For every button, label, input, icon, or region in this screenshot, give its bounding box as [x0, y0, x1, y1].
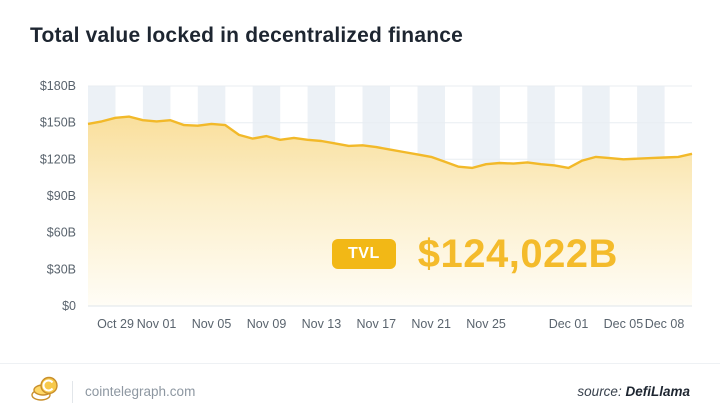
x-tick-label: Dec 05	[604, 317, 644, 331]
footer-divider	[72, 380, 73, 403]
x-tick-label: Nov 17	[356, 317, 396, 331]
source-label: source:	[577, 384, 622, 399]
x-tick-label: Nov 13	[302, 317, 342, 331]
y-tick-label: $90B	[47, 189, 76, 203]
tvl-value: $124,022B	[417, 232, 618, 276]
x-tick-label: Nov 05	[192, 317, 232, 331]
tvl-callout: TVL $124,022B	[332, 234, 618, 274]
chart-area: $180B $150B $120B $90B $60B $30B $0 Oct 29 Nov 0…	[0, 66, 720, 346]
y-tick-label: $30B	[47, 262, 76, 276]
x-tick-label: Dec 08	[645, 317, 685, 331]
x-tick-label: Nov 09	[247, 317, 287, 331]
coin-stack-icon	[30, 376, 60, 407]
x-tick-label: Oct 29	[97, 317, 134, 331]
x-tick-label: Nov 25	[466, 317, 506, 331]
y-tick-label: $180B	[40, 79, 76, 93]
x-tick-label: Dec 01	[549, 317, 589, 331]
site-label: cointelegraph.com	[85, 384, 196, 399]
y-tick-label: $150B	[40, 116, 76, 130]
source-credit: source: DefiLlama	[577, 384, 690, 399]
tvl-badge: TVL	[332, 239, 396, 269]
page-title: Total value locked in decentralized fina…	[30, 24, 463, 47]
x-tick-label: Nov 01	[137, 317, 177, 331]
footer-branding: cointelegraph.com	[30, 376, 195, 407]
area-fill	[88, 116, 692, 306]
source-name: DefiLlama	[625, 384, 690, 399]
tvl-line	[87, 115, 693, 170]
y-tick-label: $60B	[47, 226, 76, 240]
y-tick-label: $120B	[40, 152, 76, 166]
footer: cointelegraph.com source: DefiLlama	[0, 363, 720, 419]
y-tick-label: $0	[62, 299, 76, 313]
x-tick-label: Nov 21	[411, 317, 451, 331]
